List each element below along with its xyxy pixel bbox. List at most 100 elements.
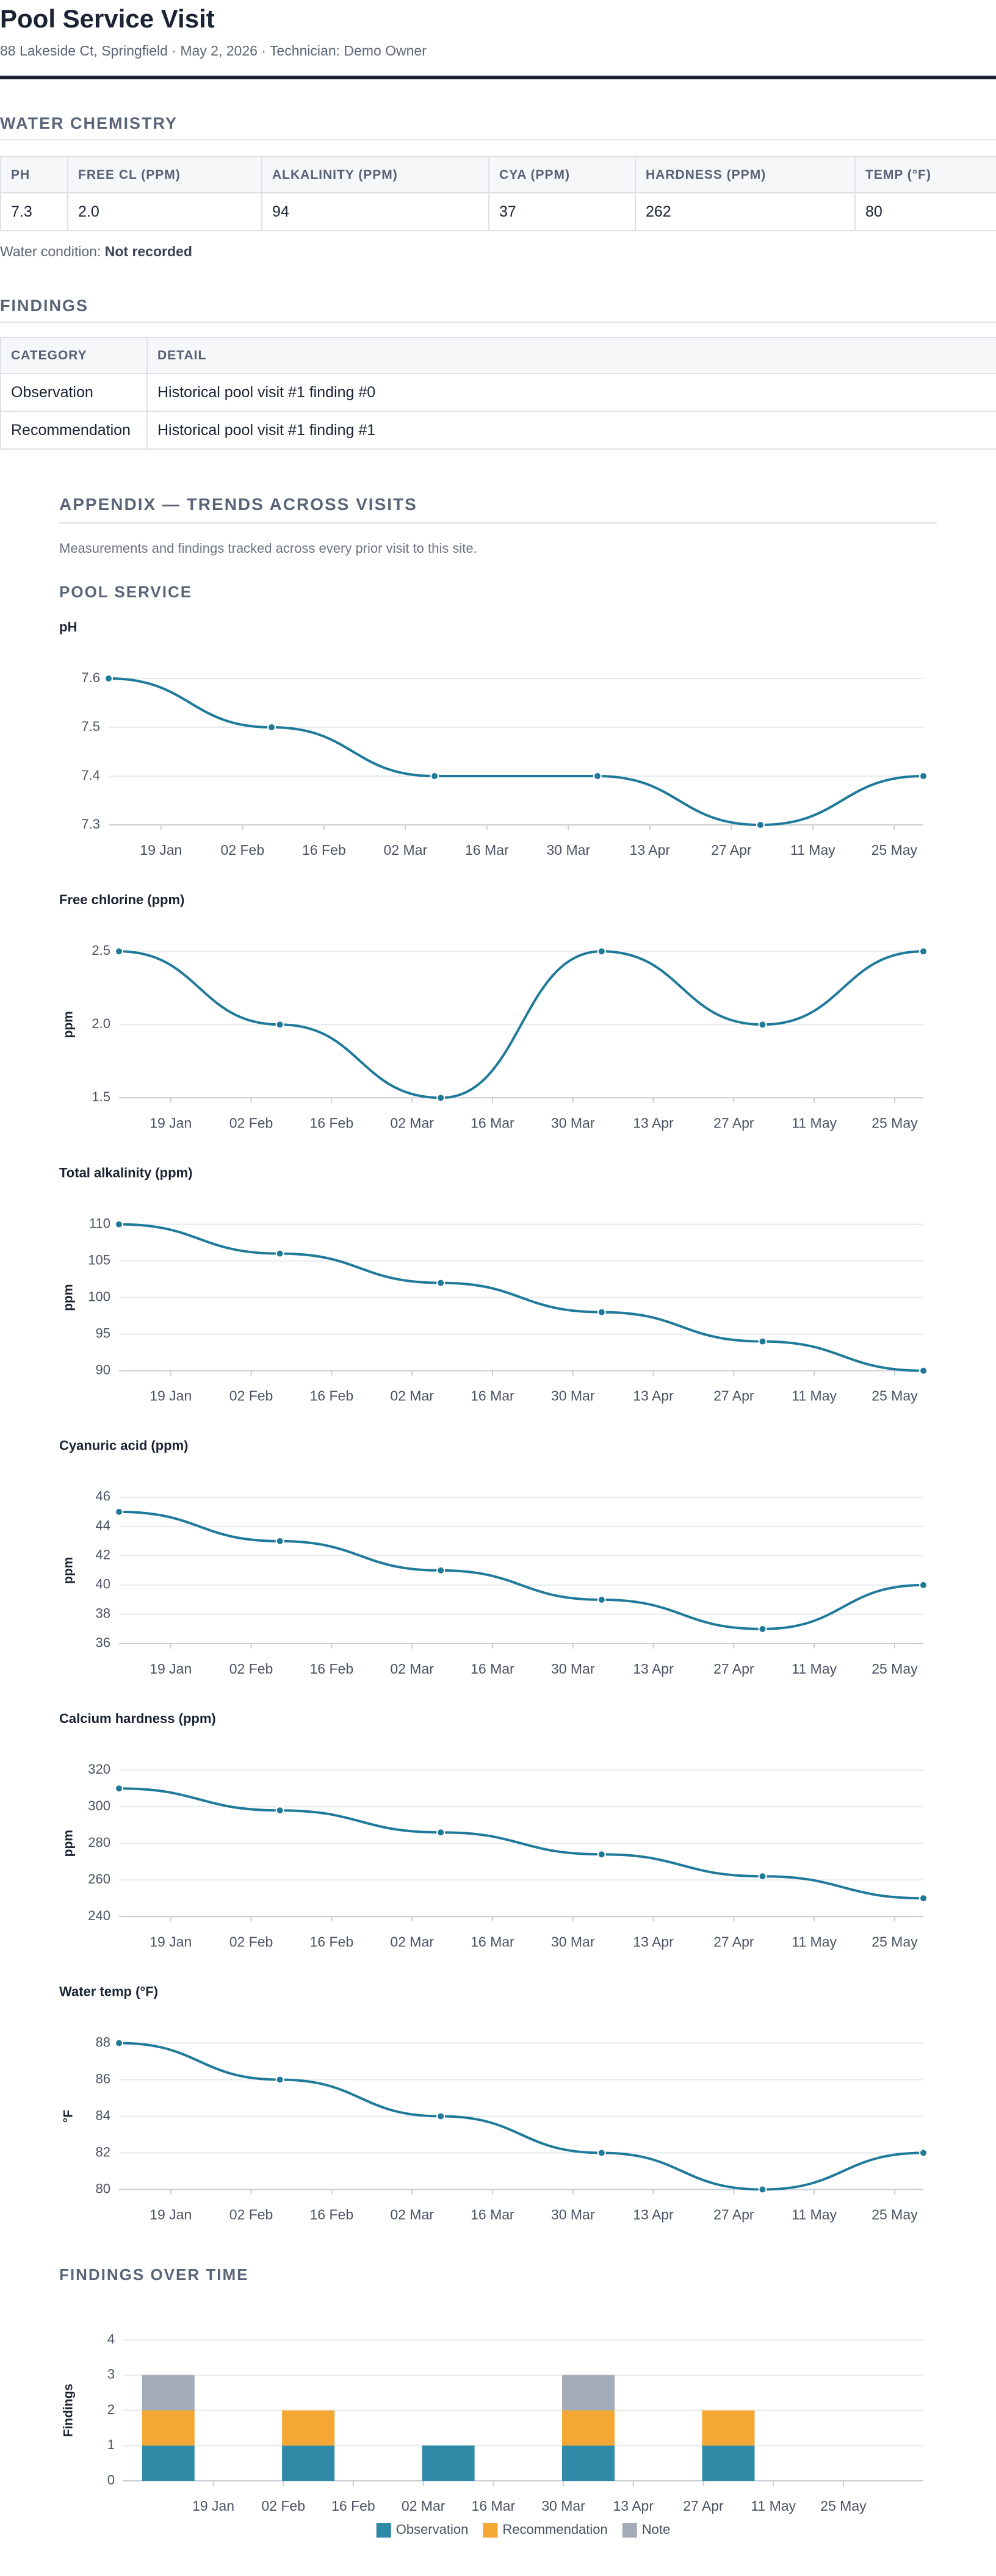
x-tick-label: 02 Feb	[229, 1388, 273, 1404]
point	[275, 1020, 284, 1029]
line	[118, 1223, 924, 1372]
y-axis-label: ppm	[62, 1557, 76, 1584]
y-tick-label: 7.5	[81, 719, 100, 734]
line	[118, 1510, 924, 1630]
y-tick-label: 86	[96, 2071, 110, 2086]
column-header: ALKALINITY (PPM)	[261, 156, 489, 193]
point	[430, 772, 439, 780]
y-tick-label: 1.5	[92, 1089, 110, 1104]
point	[436, 1828, 446, 1837]
x-tick-label: 13 Apr	[613, 2498, 654, 2514]
x-tick-label: 11 May	[790, 842, 835, 858]
table-cell: Observation	[0, 373, 148, 412]
x-tick-label: 16 Mar	[471, 2207, 514, 2223]
page-subtitle: 88 Lakeside Ct, Springfield · May 2, 202…	[0, 43, 427, 59]
x-tick-label: 30 Mar	[547, 842, 591, 858]
x-tick-label: 19 Jan	[150, 1115, 192, 1131]
condition-label: Water condition:	[0, 243, 101, 259]
y-tick-label: 2.0	[92, 1016, 110, 1031]
x-tick-label: 13 Apr	[633, 1934, 674, 1949]
chart-title: Cyanuric acid (ppm)	[59, 1438, 188, 1453]
x-tick-label: 25 May	[872, 1934, 918, 1949]
x-tick-label: 13 Apr	[633, 1388, 674, 1404]
line	[118, 1787, 924, 1900]
point	[919, 772, 928, 780]
point	[115, 1220, 123, 1229]
y-tick-label: 84	[96, 2107, 110, 2123]
y-tick-label: 36	[96, 1635, 110, 1650]
point	[436, 1093, 446, 1103]
table-cell: Recommendation	[0, 411, 148, 450]
page-title: Pool Service Visit	[0, 4, 215, 33]
point	[919, 1580, 928, 1589]
x-tick-label: 02 Feb	[229, 1661, 273, 1677]
x-tick-label: 25 May	[872, 2207, 918, 2223]
y-tick-label: 38	[96, 1606, 110, 1621]
x-tick-label: 02 Feb	[261, 2498, 305, 2514]
point	[756, 821, 765, 829]
section-rule	[0, 139, 996, 140]
appendix-section: POOL SERVICE	[59, 583, 193, 601]
point	[919, 2148, 928, 2157]
table-cell: 2.0	[67, 192, 262, 231]
x-tick-label: 02 Mar	[390, 1388, 434, 1404]
y-axis-label: °F	[62, 2110, 76, 2123]
x-tick-label: 16 Mar	[471, 1661, 514, 1677]
point	[275, 1249, 284, 1258]
x-tick-label: 13 Apr	[633, 1661, 674, 1677]
x-tick-label: 02 Mar	[390, 1934, 434, 1949]
x-tick-label: 27 Apr	[711, 842, 752, 858]
x-tick-label: 27 Apr	[713, 2207, 754, 2223]
x-tick-label: 16 Feb	[310, 1661, 354, 1677]
x-tick-label: 11 May	[792, 1661, 837, 1677]
column-header: HARDNESS (PPM)	[635, 156, 856, 193]
point	[758, 1872, 767, 1881]
x-tick-label: 27 Apr	[713, 1388, 754, 1404]
x-tick-label: 11 May	[792, 1934, 837, 1949]
x-tick-label: 25 May	[872, 1388, 918, 1404]
point	[597, 947, 606, 956]
y-tick-label: 280	[88, 1835, 110, 1850]
y-tick-label: 3	[107, 2367, 115, 2382]
y-tick-label: 42	[96, 1547, 110, 1563]
point	[758, 2185, 767, 2194]
point	[436, 1566, 446, 1575]
y-tick-label: 1	[107, 2437, 115, 2452]
x-tick-label: 19 Jan	[150, 2207, 192, 2223]
x-tick-label: 02 Mar	[390, 1661, 434, 1677]
bar-segment	[562, 2445, 615, 2481]
x-tick-label: 13 Apr	[633, 1115, 674, 1131]
y-tick-label: 110	[89, 1215, 110, 1231]
column-header: TEMP (°F)	[854, 156, 996, 193]
table-row: Recommendation Historical pool visit #1 f…	[0, 411, 996, 450]
x-tick-label: 02 Mar	[390, 1115, 434, 1131]
x-tick-label: 16 Feb	[310, 2207, 354, 2223]
x-tick-label: 02 Mar	[402, 2498, 446, 2514]
x-tick-label: 02 Feb	[229, 1115, 273, 1131]
x-tick-label: 16 Mar	[472, 2498, 516, 2514]
table-row: Observation Historical pool visit #1 find…	[0, 373, 996, 412]
point	[597, 1308, 606, 1317]
y-tick-label: 82	[96, 2144, 110, 2159]
legend-swatch	[483, 2523, 498, 2538]
table-cell: 94	[261, 192, 489, 231]
x-tick-label: 02 Mar	[390, 2207, 434, 2223]
x-tick-label: 30 Mar	[551, 1115, 595, 1131]
x-tick-label: 16 Mar	[465, 842, 509, 858]
bar-segment	[422, 2445, 475, 2481]
chemistry-table: PH FREE CL (PPM) ALKALINITY (PPM) CYA (PPM)…	[0, 156, 996, 231]
point	[436, 1278, 446, 1287]
header-rule	[0, 76, 996, 79]
line	[108, 677, 924, 827]
y-tick-label: 100	[88, 1289, 110, 1304]
x-tick-label: 25 May	[872, 842, 918, 858]
x-tick-label: 16 Feb	[310, 1115, 354, 1131]
column-header: PH	[0, 156, 68, 193]
column-header: CATEGORY	[0, 337, 148, 374]
x-tick-label: 30 Mar	[551, 1661, 595, 1677]
chart-title: Free chlorine (ppm)	[59, 892, 184, 907]
y-tick-label: 40	[96, 1577, 110, 1592]
x-tick-label: 11 May	[751, 2498, 796, 2514]
